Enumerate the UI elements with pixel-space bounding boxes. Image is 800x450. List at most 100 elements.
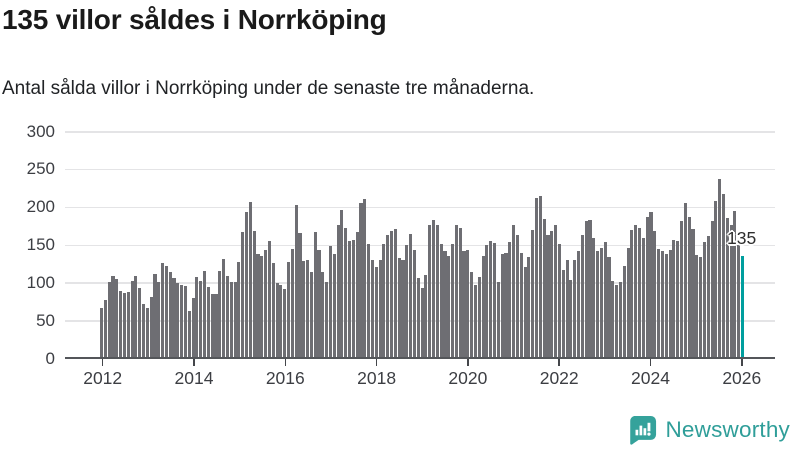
x-tick-label: 2022 [539, 368, 579, 388]
bar [260, 255, 264, 358]
bar [733, 211, 737, 358]
bar [244, 211, 249, 358]
bar [725, 218, 729, 358]
bar [519, 252, 523, 358]
bar [115, 278, 119, 358]
bar [550, 230, 554, 358]
bar [618, 281, 623, 358]
highlight-value-label: 135 [727, 227, 757, 248]
bar [641, 237, 645, 358]
brand-name: Newsworthy [665, 416, 790, 442]
bar [122, 292, 126, 358]
bar [485, 245, 489, 358]
bar [443, 250, 447, 358]
bar [130, 280, 134, 358]
bar [332, 253, 336, 358]
bar [721, 193, 726, 358]
bar [447, 255, 451, 358]
x-tick-label: 2024 [631, 368, 670, 388]
bar [214, 293, 218, 358]
x-tick-mark [741, 359, 743, 366]
bar [737, 244, 741, 358]
bar [256, 253, 260, 358]
x-tick-label: 2020 [448, 368, 488, 388]
bar [134, 275, 138, 358]
bar [481, 255, 485, 358]
bar [141, 304, 146, 358]
bar [248, 202, 252, 358]
x-tick-mark [467, 359, 469, 366]
bar [615, 284, 619, 358]
bar [161, 262, 165, 358]
bar [576, 250, 581, 358]
bar [428, 224, 432, 358]
bar [496, 282, 500, 358]
gridline [65, 168, 775, 171]
bar [512, 224, 516, 358]
bar [435, 224, 439, 358]
bar [275, 283, 279, 358]
bar [515, 234, 519, 358]
bar [660, 251, 664, 358]
bar [203, 270, 207, 358]
bar [534, 197, 539, 358]
bar [225, 276, 229, 358]
bar [470, 271, 474, 358]
bar [504, 252, 508, 358]
bar [557, 243, 561, 358]
bar [531, 230, 535, 358]
bar [252, 230, 256, 358]
bar [241, 232, 245, 358]
y-tick-label: 150 [26, 235, 55, 254]
bar [389, 230, 394, 358]
bar [321, 271, 325, 358]
bar [676, 241, 680, 358]
bar [206, 286, 210, 358]
x-tick-mark [375, 359, 378, 366]
bar [439, 243, 443, 358]
bar [458, 227, 462, 358]
bar [565, 260, 569, 358]
bar [679, 221, 684, 358]
bar [370, 259, 374, 358]
gridline [65, 206, 775, 209]
y-tick-label: 0 [45, 348, 55, 368]
bar [580, 234, 584, 358]
bar [153, 274, 157, 358]
bars-container [100, 131, 760, 358]
y-tick-label: 250 [26, 159, 55, 179]
bar [702, 242, 706, 358]
bar [451, 243, 455, 358]
bar [638, 227, 642, 358]
bar [195, 277, 199, 358]
bar [668, 249, 672, 358]
bar [187, 311, 191, 358]
newsworthy-logo[interactable]: Newsworthy [627, 414, 790, 445]
bar [523, 267, 527, 358]
x-tick-mark [558, 359, 560, 366]
bar [199, 280, 203, 358]
bar [164, 266, 168, 358]
bar [336, 224, 340, 358]
bar [382, 243, 386, 358]
chart-subtitle: Antal sålda villor i Norrköping under de… [2, 78, 535, 99]
bar [649, 211, 653, 358]
bar [416, 277, 420, 358]
bar [294, 205, 298, 358]
x-axis-labels: 2012 2014 2016 2018 2020 2022 2024 2026 [65, 131, 775, 431]
bar [462, 251, 466, 358]
bar [367, 243, 371, 358]
bar [237, 261, 241, 358]
bar [264, 249, 268, 358]
x-tick-label: 2014 [174, 368, 214, 388]
bar [508, 242, 512, 358]
bar [172, 277, 176, 358]
bar [378, 259, 382, 358]
bar [374, 267, 378, 358]
bar [386, 234, 390, 358]
bar [718, 179, 722, 358]
bar [584, 221, 588, 358]
bar [672, 239, 676, 358]
bar [588, 220, 592, 358]
